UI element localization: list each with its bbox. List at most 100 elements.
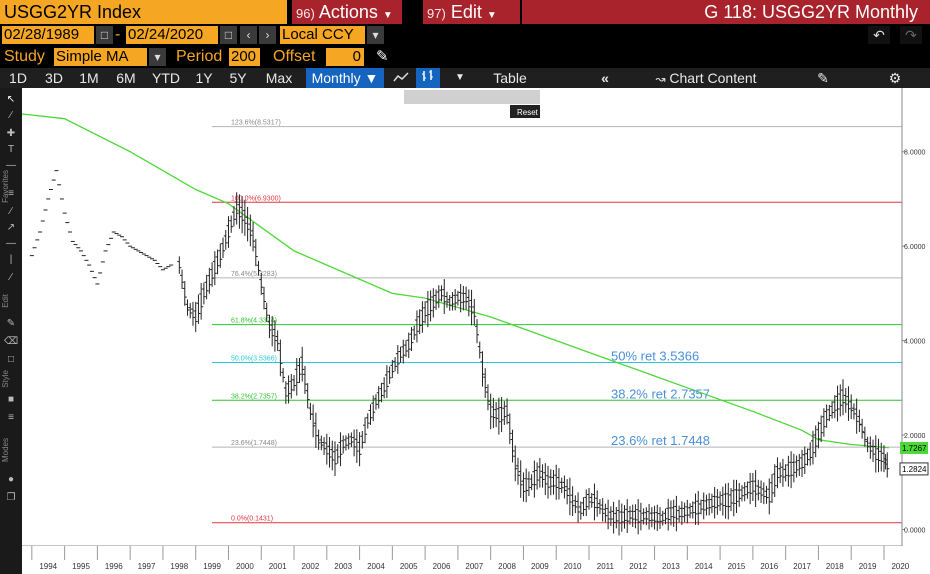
study-select[interactable]: Simple MA (54, 48, 147, 66)
x-tick-label: 2006 (433, 562, 451, 571)
hline-icon[interactable]: ― (6, 160, 16, 171)
chart-overlay-toolbar[interactable]: Reset (404, 90, 540, 118)
bar-chart-icon[interactable] (416, 68, 440, 88)
actions-menu[interactable]: 96) Actions ▼ (292, 0, 402, 24)
color-icon[interactable]: ■ (7, 394, 15, 405)
mode-icon[interactable]: ● (7, 474, 15, 485)
end-date-field[interactable]: 02/24/2020 (126, 26, 218, 44)
hline-icon[interactable]: — (6, 238, 16, 249)
caret-down-icon[interactable]: ▾ (149, 48, 166, 66)
fib-label: 123.6%(8.5317) (231, 120, 281, 127)
calendar-icon[interactable]: □ (220, 26, 237, 44)
text-icon[interactable]: T (7, 144, 15, 155)
chart-content-label: Chart Content (669, 70, 757, 86)
currency-select[interactable]: Local CCY (280, 26, 365, 44)
x-tick-label: 2008 (498, 562, 516, 571)
fib-icon[interactable]: ≡ (8, 188, 14, 199)
x-tick-label: 2004 (367, 562, 385, 571)
offset-label: Offset (273, 48, 316, 65)
study-bar: Study Simple MA ▾ Period 200 Offset 0 ✎ (0, 46, 930, 68)
x-tick-label: 2009 (531, 562, 549, 571)
x-tick-label: 1995 (72, 562, 90, 571)
start-date-field[interactable]: 02/28/1989 (2, 26, 94, 44)
range-button-1y[interactable]: 1Y (195, 70, 213, 86)
line-chart-icon[interactable] (390, 68, 412, 88)
ticker-field[interactable]: USGG2YR Index (0, 0, 287, 24)
period-field[interactable]: 200 (229, 48, 260, 66)
copy-icon[interactable]: ❐ (6, 492, 16, 503)
chart-content-button[interactable]: ↝ Chart Content (646, 68, 766, 88)
crosshair-icon[interactable]: ✚ (6, 128, 16, 139)
reset-button[interactable]: Reset (517, 108, 539, 117)
fib-label: 61.8%(4.3374) (231, 318, 277, 325)
collapse-icon[interactable]: « (601, 70, 609, 86)
offset-field[interactable]: 0 (326, 48, 364, 66)
caret-down-icon: ▼ (486, 10, 497, 21)
range-button-1m[interactable]: 1M (79, 70, 99, 86)
x-tick-label: 2016 (760, 562, 778, 571)
x-tick-label: 2002 (302, 562, 320, 571)
x-tick-label: 2020 (891, 562, 909, 571)
x-tick-label: 2019 (859, 562, 877, 571)
range-button-3d[interactable]: 3D (45, 70, 63, 86)
pencil-icon[interactable]: ✎ (376, 48, 389, 65)
fib-label: 0.0%(0.1431) (231, 516, 273, 523)
frequency-select[interactable]: Monthly ▼ (306, 68, 384, 88)
x-tick-label: 1996 (105, 562, 123, 571)
calendar-icon[interactable]: □ (96, 26, 113, 44)
edit-label: Edit (1, 294, 10, 308)
annotations: 50% ret 3.5366 38.2% ret 2.7357 23.6% ret … (611, 348, 710, 448)
retracement-annotation: 23.6% ret 1.7448 (611, 433, 710, 448)
shape-icon[interactable]: □ (7, 354, 15, 365)
actions-number: 96) (296, 6, 315, 21)
x-tick-label: 2012 (629, 562, 647, 571)
x-tick-label: 2015 (728, 562, 746, 571)
range-button-6m[interactable]: 6M (116, 70, 136, 86)
x-tick-label: 1997 (138, 562, 156, 571)
fib-label: 38.2%(2.7357) (231, 393, 277, 400)
actions-label: Actions (318, 2, 378, 22)
caret-down-icon[interactable]: ▾ (367, 26, 384, 44)
range-button-1d[interactable]: 1D (9, 70, 27, 86)
cursor-icon[interactable]: ↖ (6, 94, 16, 105)
range-button-ytd[interactable]: YTD (152, 70, 180, 86)
undo-icon[interactable]: ↶ (868, 26, 890, 44)
edit-chart-icon[interactable]: ✎ (817, 70, 829, 86)
channel-icon[interactable]: ∕ (10, 206, 12, 217)
width-icon[interactable]: ≡ (8, 412, 14, 423)
range-button-5y[interactable]: 5Y (229, 70, 247, 86)
chevron-left-icon[interactable]: ‹ (240, 26, 257, 44)
caret-down-icon[interactable]: ▼ (455, 72, 465, 83)
study-label: Study (4, 48, 45, 65)
price-chart[interactable]: 0.0%(0.1431) 23.6%(1.7448) 38.2%(2.7357) 50… (22, 88, 930, 574)
table-button[interactable]: Table (493, 70, 527, 86)
chevron-right-icon[interactable]: › (259, 26, 276, 44)
pencil-icon[interactable]: ✎ (6, 318, 16, 329)
x-tick-label: 1998 (170, 562, 188, 571)
x-tick-label: 1999 (203, 562, 221, 571)
retracement-annotation: 50% ret 3.5366 (611, 348, 699, 363)
x-tick-label: 1994 (39, 562, 57, 571)
left-tool-strip: ↖ ∕ ✚ T ― Favorites ≡ ∕ ↗ — | ∕ Edit ✎ ⌫… (0, 88, 22, 574)
price-bars (29, 170, 890, 536)
x-tick-label: 2000 (236, 562, 254, 571)
y-tick-label: 8.0000 (904, 150, 926, 157)
title-bar: USGG2YR Index 96) Actions ▼ 97) Edit ▼ G… (0, 0, 930, 24)
x-tick-label: 2007 (465, 562, 483, 571)
price-last-value: 1.2824 (902, 465, 927, 474)
gear-icon[interactable]: ⚙ (888, 70, 902, 86)
chart-toolbar: 1D 3D 1M 6M YTD 1Y 5Y Max Monthly ▼ ▼ Table « ↝… (0, 68, 930, 88)
edit-menu[interactable]: 97) Edit ▼ (423, 0, 520, 24)
arrow-icon[interactable]: ↗ (6, 222, 16, 233)
vline-icon[interactable]: | (9, 254, 13, 265)
redo-icon[interactable]: ↷ (900, 26, 922, 44)
x-tick-label: 2017 (793, 562, 811, 571)
x-tick-label: 2010 (564, 562, 582, 571)
x-tick-label: 2001 (269, 562, 287, 571)
window-title: G 118: USGG2YR Monthly (522, 0, 930, 24)
ma-line (22, 113, 889, 449)
range-button-max[interactable]: Max (265, 70, 293, 86)
draw-line-icon[interactable]: ∕ (10, 110, 12, 121)
trend-icon[interactable]: ∕ (10, 272, 12, 283)
eraser-icon[interactable]: ⌫ (4, 336, 19, 347)
